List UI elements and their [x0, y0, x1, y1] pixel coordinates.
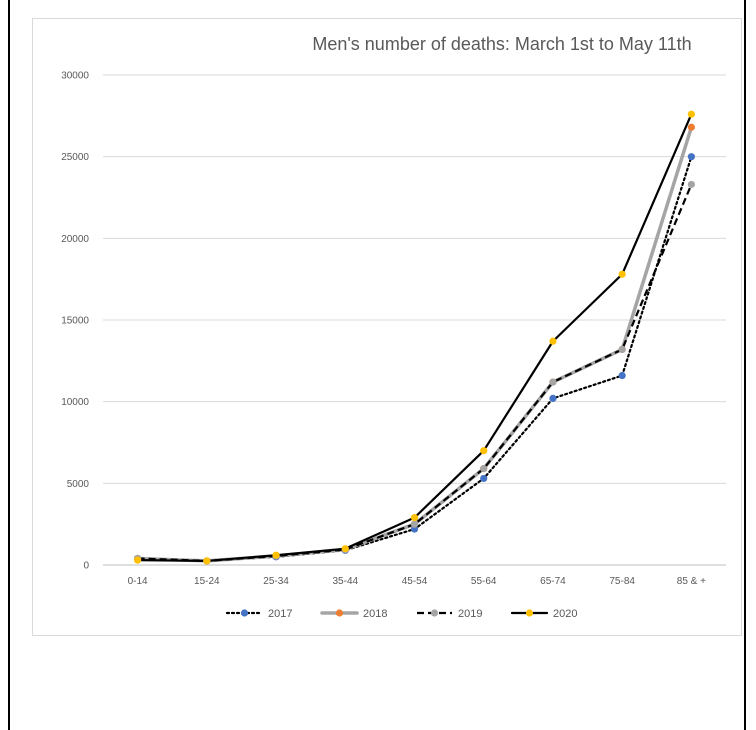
- x-tick-label: 0-14: [128, 576, 148, 587]
- legend: 2017 2018 2019 2020: [225, 608, 577, 620]
- x-tick-label: 45-54: [402, 576, 428, 587]
- line-chart: Men's number of deaths: March 1st to May…: [61, 34, 726, 620]
- data-point-2020: [134, 556, 142, 564]
- chart-title: Men's number of deaths: March 1st to May…: [312, 34, 691, 54]
- data-point-2020: [341, 545, 349, 553]
- legend-label: 2020: [553, 608, 577, 620]
- x-axis: 0-14 15-24 25-34 35-44 45-54 55-64 65-74 75-84 8…: [128, 576, 707, 587]
- y-tick-label: 15000: [61, 316, 89, 327]
- data-point-2017: [480, 474, 488, 483]
- legend-marker-2017: [240, 609, 249, 617]
- legend-marker-2020: [525, 609, 534, 617]
- data-point-2019: [618, 345, 626, 353]
- data-point-2020: [618, 270, 626, 278]
- series-lines: [135, 113, 694, 563]
- data-point-2019: [549, 378, 557, 386]
- series-line-2017: [136, 155, 693, 563]
- data-point-2018: [687, 123, 695, 131]
- page-frame: Men's number of deaths: March 1st to May…: [8, 0, 746, 730]
- gridlines: [103, 74, 726, 566]
- legend-marker-2018: [335, 609, 344, 617]
- x-tick-label: 25-34: [263, 576, 289, 587]
- x-tick-label: 65-74: [540, 576, 566, 587]
- x-tick-label: 55-64: [471, 576, 497, 587]
- data-point-2020: [687, 110, 695, 118]
- data-point-2020: [203, 557, 211, 565]
- y-tick-label: 20000: [61, 234, 89, 245]
- y-tick-label: 5000: [67, 479, 90, 490]
- y-tick-label: 25000: [61, 152, 89, 163]
- data-point-2017: [549, 394, 557, 402]
- x-tick-label: 35-44: [332, 576, 358, 587]
- series-line-2019: [137, 184, 693, 563]
- legend-marker-2019: [430, 609, 439, 617]
- x-tick-label: 85 & +: [677, 576, 706, 587]
- series-markers: [134, 110, 695, 565]
- y-tick-label: 10000: [61, 397, 89, 408]
- series-line-2018: [135, 125, 694, 563]
- data-point-2020: [410, 514, 419, 522]
- data-point-2020: [549, 337, 557, 345]
- data-point-2017: [618, 371, 626, 380]
- y-axis: 0 5000 10000 15000 20000 25000 30000: [61, 71, 89, 572]
- y-tick-label: 30000: [61, 71, 89, 82]
- legend-label: 2018: [363, 608, 387, 620]
- data-point-2019: [410, 520, 419, 528]
- data-point-2017: [687, 153, 695, 161]
- series-line-2020: [136, 113, 693, 563]
- data-point-2019: [687, 180, 695, 189]
- legend-label: 2017: [268, 608, 292, 620]
- y-tick-label: 0: [83, 561, 89, 572]
- x-tick-label: 15-24: [194, 576, 220, 587]
- x-tick-label: 75-84: [609, 576, 635, 587]
- legend-label: 2019: [458, 608, 482, 620]
- data-point-2020: [480, 447, 488, 455]
- chart-area: Men's number of deaths: March 1st to May…: [32, 18, 742, 636]
- data-point-2019: [480, 465, 488, 473]
- data-point-2020: [272, 551, 280, 559]
